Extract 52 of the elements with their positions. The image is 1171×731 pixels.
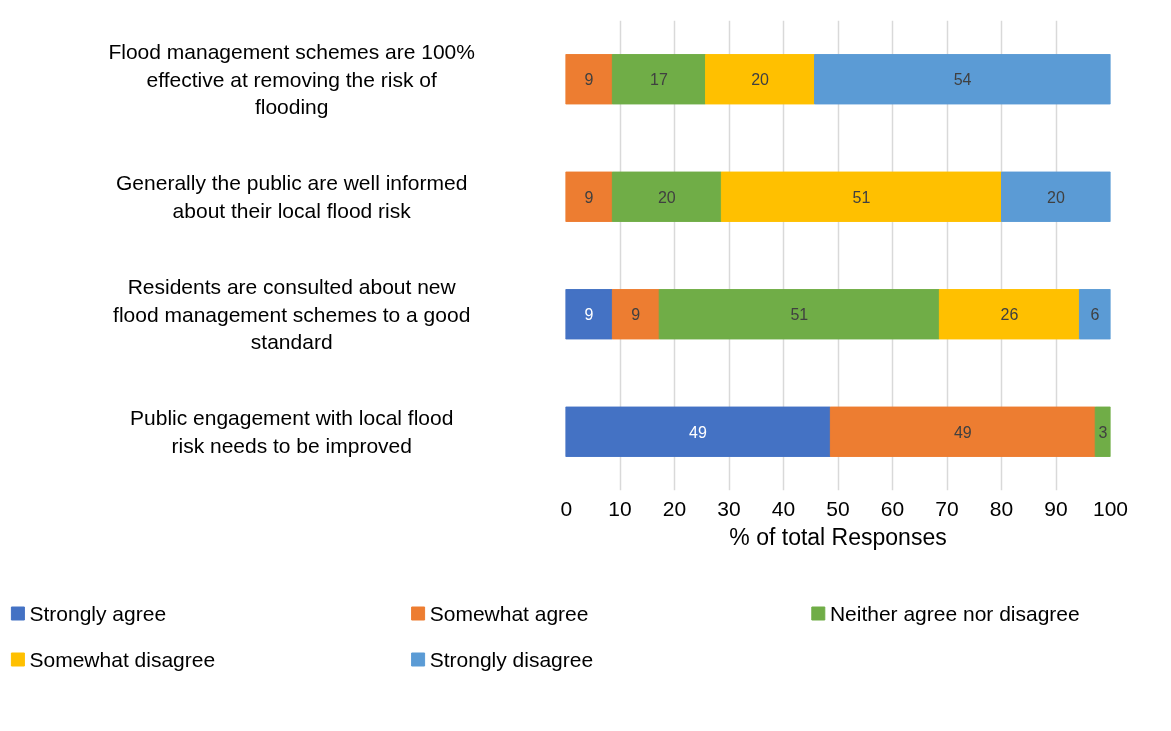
data-label: 9 bbox=[584, 306, 594, 324]
data-label: 20 bbox=[1047, 188, 1065, 206]
x-tick-label: 100 bbox=[1092, 496, 1129, 520]
bar bbox=[611, 54, 707, 105]
data-label: 3 bbox=[1098, 423, 1108, 441]
x-tick-label: 80 bbox=[989, 496, 1014, 520]
data-label: 9 bbox=[584, 188, 594, 206]
y-tick-label: Flood management schemes are 100% effective at removing the risk of flooding bbox=[108, 40, 475, 119]
x-tick-label: 40 bbox=[771, 496, 796, 520]
bar bbox=[658, 289, 940, 340]
bar bbox=[938, 289, 1080, 340]
data-label: 26 bbox=[1000, 306, 1019, 324]
x-tick-label: 10 bbox=[608, 496, 632, 520]
bar bbox=[611, 289, 660, 340]
bar bbox=[1078, 289, 1111, 340]
y-tick-label: Public engagement with local flood risk needs to be improved bbox=[130, 406, 454, 458]
legend-label: Neither agree nor disagree bbox=[829, 602, 1080, 625]
data-label: 49 bbox=[689, 423, 707, 441]
legend-label: Strongly agree bbox=[29, 602, 167, 625]
data-label: 6 bbox=[1090, 306, 1100, 324]
data-label: 17 bbox=[650, 71, 668, 89]
legend-label: Somewhat agree bbox=[429, 602, 589, 625]
y-tick-label: Generally the public are well informed about their local flood risk bbox=[116, 171, 468, 223]
bar bbox=[1001, 171, 1111, 222]
x-tick-label: 50 bbox=[826, 496, 850, 520]
x-tick-label: 30 bbox=[717, 496, 741, 520]
data-label: 9 bbox=[631, 306, 641, 324]
legend-label: Somewhat disagree bbox=[29, 648, 216, 671]
data-label: 54 bbox=[953, 71, 972, 89]
x-tick-label: 90 bbox=[1044, 496, 1068, 520]
bar bbox=[565, 406, 831, 457]
legend-label: Strongly disagree bbox=[429, 648, 594, 671]
x-tick-label: 70 bbox=[935, 496, 959, 520]
x-tick-label: 60 bbox=[880, 496, 905, 520]
data-label: 49 bbox=[953, 423, 972, 441]
bar bbox=[720, 171, 1002, 222]
bar bbox=[565, 171, 613, 222]
data-label: 20 bbox=[751, 71, 770, 89]
data-label: 20 bbox=[657, 188, 676, 206]
x-tick-label: 20 bbox=[662, 496, 687, 520]
bar bbox=[829, 406, 1096, 457]
bar bbox=[814, 54, 1111, 105]
bar bbox=[565, 289, 613, 340]
y-tick-label: Residents are consulted about new flood management schemes to a good standard bbox=[113, 275, 471, 354]
bar bbox=[565, 54, 613, 105]
data-label: 51 bbox=[852, 188, 871, 206]
x-tick-label: 0 bbox=[560, 496, 573, 520]
data-label: 51 bbox=[790, 306, 809, 324]
x-axis-title: % of total Responses bbox=[729, 523, 947, 550]
bar bbox=[611, 171, 722, 222]
bar bbox=[705, 54, 816, 105]
data-label: 9 bbox=[584, 71, 594, 89]
